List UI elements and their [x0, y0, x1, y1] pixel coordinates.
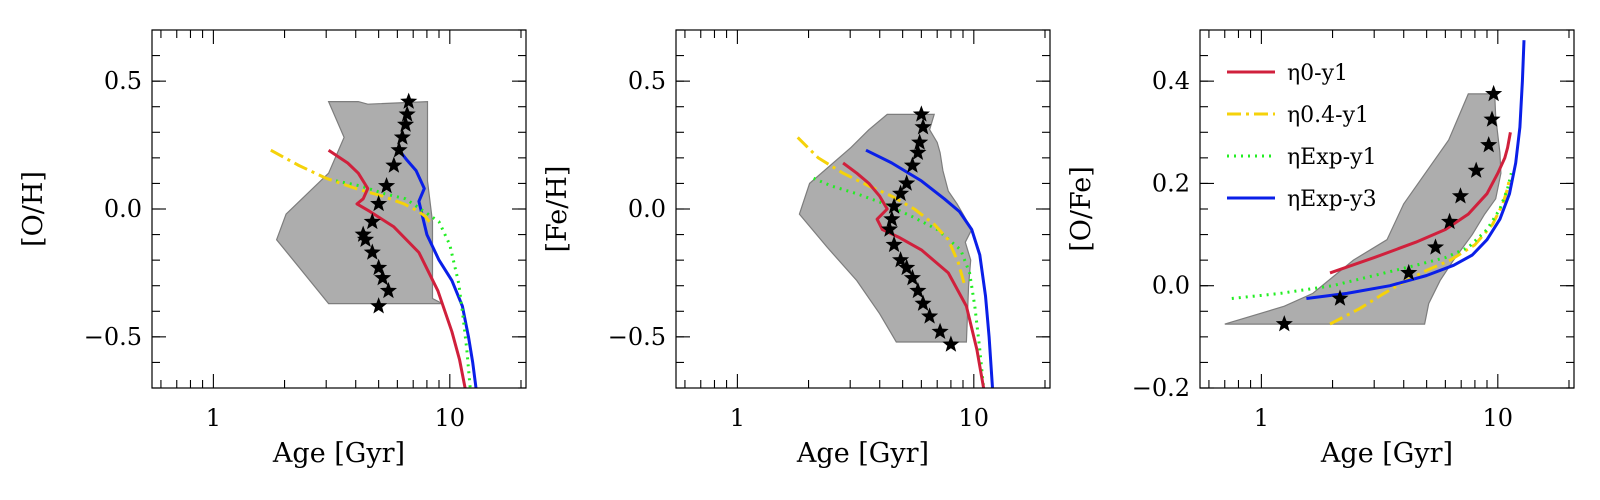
star-marker — [931, 322, 949, 340]
star-marker — [390, 141, 408, 158]
series-line — [865, 148, 994, 388]
y-tick-label: 0.4 — [1152, 67, 1190, 95]
star-marker — [1400, 263, 1418, 281]
star-marker — [903, 156, 921, 173]
legend-label: ηExp-y3 — [1287, 187, 1377, 212]
star-marker — [1451, 187, 1470, 204]
star-marker — [1485, 84, 1503, 102]
star-marker — [393, 128, 411, 145]
x-tick-label: 1 — [730, 404, 745, 432]
series-line — [327, 148, 467, 388]
y-tick-label: 0.0 — [104, 195, 142, 223]
series-line — [796, 136, 966, 284]
star-marker — [385, 156, 403, 173]
x-tick-label: 1 — [1254, 404, 1269, 432]
star-marker — [883, 210, 901, 227]
y-axis-label: [Fe/H] — [542, 166, 573, 253]
star-marker — [1480, 136, 1498, 153]
chart-panel-right: 1 10 0.4 0.2 0.0 −0.2 Age [Gyr] [O/Fe] η0-y1 η0.4… — [1066, 29, 1575, 469]
star-marker — [892, 184, 910, 201]
star-marker — [1426, 238, 1445, 255]
y-tick-label: −0.2 — [1132, 374, 1190, 402]
star-marker — [892, 251, 910, 268]
star-marker — [914, 294, 932, 311]
series-line — [1329, 132, 1512, 275]
star-marker — [370, 194, 388, 212]
plot-area — [1224, 40, 1526, 332]
series-line — [842, 161, 986, 388]
star-marker — [370, 258, 388, 276]
star-marker — [363, 212, 381, 230]
star-marker — [942, 335, 960, 352]
star-marker — [898, 258, 916, 276]
star-marker — [398, 105, 416, 122]
star-marker — [397, 115, 415, 132]
star-marker — [885, 235, 903, 253]
plot-frame — [1199, 29, 1575, 389]
y-tick-label: 0.5 — [628, 67, 666, 95]
y-tick-label: 0.0 — [628, 195, 666, 223]
y-tick-label: −0.5 — [608, 323, 666, 351]
x-axis-label: Age [Gyr] — [1320, 438, 1453, 469]
star-marker — [909, 143, 927, 161]
plot-area — [270, 92, 478, 388]
y-axis-label: [O/H] — [18, 171, 49, 247]
x-tick-label: 10 — [959, 404, 990, 432]
star-marker — [379, 281, 397, 299]
star-marker — [912, 105, 930, 122]
chart-panel-left: 1 10 0.5 0.0 −0.5 Age [Gyr] [O/H] — [18, 29, 527, 469]
star-marker — [1483, 110, 1501, 127]
star-marker — [1441, 212, 1459, 230]
x-tick-label: 10 — [1483, 404, 1514, 432]
star-marker — [1467, 161, 1485, 178]
star-marker — [363, 243, 381, 260]
star-marker — [880, 220, 899, 237]
star-marker — [911, 133, 929, 150]
y-tick-label: 0.2 — [1152, 169, 1190, 197]
star-marker — [374, 269, 392, 286]
series-line — [270, 148, 431, 223]
series-line — [397, 149, 478, 388]
star-marker — [1331, 289, 1349, 306]
star-marker — [921, 307, 939, 324]
plot-area — [796, 105, 994, 388]
y-tick-label: −0.5 — [84, 323, 142, 351]
star-marker — [885, 197, 903, 214]
star-marker — [914, 118, 932, 135]
star-marker — [354, 225, 372, 242]
star-marker — [400, 92, 418, 109]
legend-label: η0-y1 — [1287, 61, 1348, 86]
legend: η0-y1 η0.4-y1 ηExp-y1 ηExp-y3 — [1227, 61, 1377, 212]
x-tick-label: 10 — [435, 404, 466, 432]
series-line — [335, 179, 472, 388]
x-axis-label: Age [Gyr] — [796, 438, 929, 469]
star-marker — [909, 281, 927, 299]
star-marker — [370, 297, 388, 314]
legend-label: ηExp-y1 — [1287, 145, 1377, 170]
x-tick-label: 1 — [206, 404, 221, 432]
star-marker — [903, 269, 921, 286]
chart-panel-middle: 1 10 0.5 0.0 −0.5 Age [Gyr] [Fe/H] — [542, 29, 1051, 469]
legend-label: η0.4-y1 — [1287, 103, 1369, 128]
star-marker — [1275, 315, 1293, 332]
star-marker — [898, 174, 916, 191]
series-line — [1231, 172, 1513, 300]
series-line — [1329, 178, 1511, 326]
star-marker — [377, 176, 396, 194]
y-axis-label: [O/Fe] — [1066, 166, 1097, 252]
series-line — [1306, 40, 1526, 300]
y-tick-label: 0.0 — [1152, 272, 1190, 300]
y-tick-label: 0.5 — [104, 67, 142, 95]
x-axis-label: Age [Gyr] — [272, 438, 405, 469]
